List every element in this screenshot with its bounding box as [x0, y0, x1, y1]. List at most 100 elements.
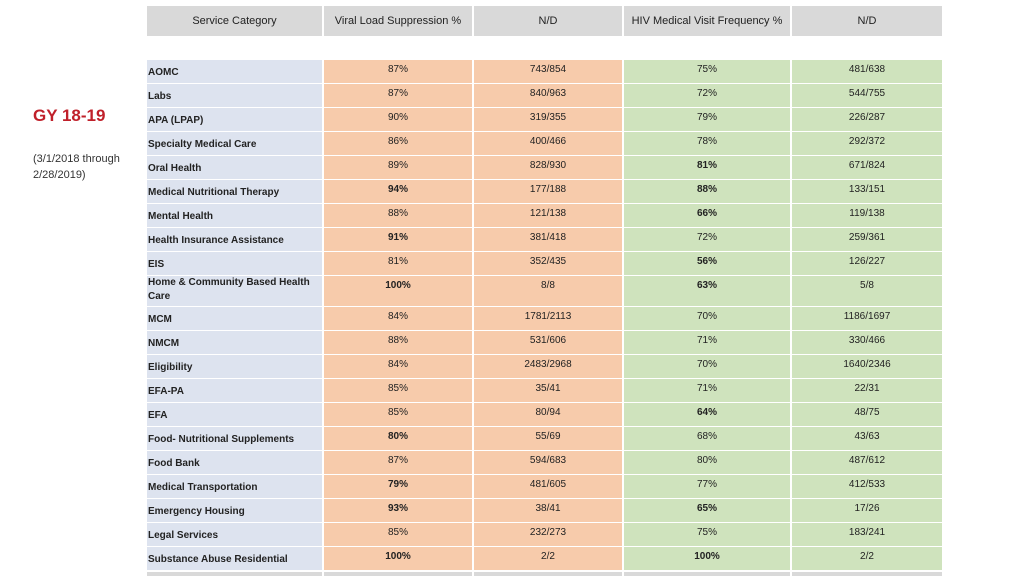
viral-load-cell: 88% — [324, 204, 474, 228]
table-row: Specialty Medical Care 86% 400/466 78% 292/3… — [147, 132, 944, 156]
header-spacer — [147, 36, 944, 60]
viral-nd-cell: 381/418 — [474, 228, 624, 252]
visit-nd-cell: 330/466 — [792, 331, 944, 355]
service-name-cell: EIS — [147, 252, 324, 276]
viral-nd-cell: 38/41 — [474, 499, 624, 523]
table-row: Labs 87% 840/963 72% 544/755 — [147, 84, 944, 108]
total-viral-load-cell: 84% — [324, 571, 474, 576]
visit-nd-cell: 671/824 — [792, 156, 944, 180]
visit-frequency-cell: 75% — [624, 523, 792, 547]
service-name-cell: EFA-PA — [147, 379, 324, 403]
viral-nd-cell: 35/41 — [474, 379, 624, 403]
table-row: Home & Community Based Health Care 100% 8/… — [147, 276, 944, 307]
visit-nd-cell: 1186/1697 — [792, 307, 944, 331]
viral-load-cell: 79% — [324, 475, 474, 499]
visit-frequency-cell: 88% — [624, 180, 792, 204]
table-row: Substance Abuse Residential 100% 2/2 100% 2/… — [147, 547, 944, 571]
visit-nd-cell: 5/8 — [792, 276, 944, 307]
table-row: EFA 85% 80/94 64% 48/75 — [147, 403, 944, 427]
visit-frequency-cell: 78% — [624, 132, 792, 156]
service-name-cell: Medical Transportation — [147, 475, 324, 499]
viral-load-cell: 87% — [324, 84, 474, 108]
table-row: Oral Health 89% 828/930 81% 671/824 — [147, 156, 944, 180]
visit-nd-cell: 22/31 — [792, 379, 944, 403]
visit-frequency-cell: 70% — [624, 307, 792, 331]
visit-frequency-cell: 72% — [624, 84, 792, 108]
viral-load-cell: 84% — [324, 355, 474, 379]
service-name-cell: MCM — [147, 307, 324, 331]
viral-load-cell: 100% — [324, 547, 474, 571]
table-row: Medical Nutritional Therapy 94% 177/188 88%… — [147, 180, 944, 204]
header-service-category: Service Category — [147, 6, 324, 36]
service-name-cell: Medical Nutritional Therapy — [147, 180, 324, 204]
visit-nd-cell: 17/26 — [792, 499, 944, 523]
viral-load-cell: 88% — [324, 331, 474, 355]
viral-load-cell: 100% — [324, 276, 474, 307]
period-dates: (3/1/2018 through 2/28/2019) — [33, 153, 120, 181]
service-name-cell: Eligibility — [147, 355, 324, 379]
visit-frequency-cell: 56% — [624, 252, 792, 276]
viral-load-cell: 94% — [324, 180, 474, 204]
viral-nd-cell: 743/854 — [474, 60, 624, 84]
total-visit-frequency-cell: 69% — [624, 571, 792, 576]
viral-nd-cell: 1781/2113 — [474, 307, 624, 331]
viral-nd-cell: 2/2 — [474, 547, 624, 571]
outcomes-table: Service Category Viral Load Suppression … — [147, 6, 944, 576]
table-row: EFA-PA 85% 35/41 71% 22/31 — [147, 379, 944, 403]
viral-load-cell: 85% — [324, 379, 474, 403]
visit-frequency-cell: 68% — [624, 427, 792, 451]
viral-nd-cell: 840/963 — [474, 84, 624, 108]
table-row: Legal Services 85% 232/273 75% 183/241 — [147, 523, 944, 547]
visit-frequency-cell: 81% — [624, 156, 792, 180]
viral-nd-cell: 232/273 — [474, 523, 624, 547]
table-row: Food- Nutritional Supplements 80% 55/69 68%… — [147, 427, 944, 451]
visit-nd-cell: 292/372 — [792, 132, 944, 156]
visit-nd-cell: 183/241 — [792, 523, 944, 547]
visit-nd-cell: 48/75 — [792, 403, 944, 427]
viral-load-cell: 90% — [324, 108, 474, 132]
header-visit-frequency: HIV Medical Visit Frequency % — [624, 6, 792, 36]
viral-nd-cell: 531/606 — [474, 331, 624, 355]
viral-nd-cell: 352/435 — [474, 252, 624, 276]
visit-nd-cell: 119/138 — [792, 204, 944, 228]
service-name-cell: Labs — [147, 84, 324, 108]
visit-frequency-cell: 71% — [624, 379, 792, 403]
viral-nd-cell: 481/605 — [474, 475, 624, 499]
table-row: Eligibility 84% 2483/2968 70% 1640/2346 — [147, 355, 944, 379]
visit-nd-cell: 544/755 — [792, 84, 944, 108]
table-row: Health Insurance Assistance 91% 381/418 72%… — [147, 228, 944, 252]
total-viral-nd-cell: 2494/2982 — [474, 571, 624, 576]
service-name-cell: Emergency Housing — [147, 499, 324, 523]
viral-load-cell: 85% — [324, 403, 474, 427]
table-row: Medical Transportation 79% 481/605 77% 412/5… — [147, 475, 944, 499]
table-row: Food Bank 87% 594/683 80% 487/612 — [147, 451, 944, 475]
visit-frequency-cell: 75% — [624, 60, 792, 84]
table-row: NMCM 88% 531/606 71% 330/466 — [147, 331, 944, 355]
visit-frequency-cell: 71% — [624, 331, 792, 355]
service-name-cell: Mental Health — [147, 204, 324, 228]
visit-nd-cell: 412/533 — [792, 475, 944, 499]
period-title: GY 18-19 — [33, 106, 106, 125]
service-name-cell: Legal Services — [147, 523, 324, 547]
table-row: APA (LPAP) 90% 319/355 79% 226/287 — [147, 108, 944, 132]
visit-frequency-cell: 63% — [624, 276, 792, 307]
service-name-cell: Oral Health — [147, 156, 324, 180]
visit-nd-cell: 1640/2346 — [792, 355, 944, 379]
viral-load-cell: 80% — [324, 427, 474, 451]
viral-nd-cell: 2483/2968 — [474, 355, 624, 379]
table-row: EIS 81% 352/435 56% 126/227 — [147, 252, 944, 276]
viral-nd-cell: 400/466 — [474, 132, 624, 156]
viral-load-cell: 93% — [324, 499, 474, 523]
service-name-cell: AOMC — [147, 60, 324, 84]
visit-frequency-cell: 65% — [624, 499, 792, 523]
viral-load-cell: 81% — [324, 252, 474, 276]
service-name-cell: Home & Community Based Health Care — [147, 276, 324, 307]
service-name-cell: Specialty Medical Care — [147, 132, 324, 156]
viral-load-cell: 86% — [324, 132, 474, 156]
viral-load-cell: 87% — [324, 60, 474, 84]
viral-nd-cell: 55/69 — [474, 427, 624, 451]
service-name-cell: NMCM — [147, 331, 324, 355]
service-name-cell: Substance Abuse Residential — [147, 547, 324, 571]
table-row: AOMC 87% 743/854 75% 481/638 — [147, 60, 944, 84]
table-row: MCM 84% 1781/2113 70% 1186/1697 — [147, 307, 944, 331]
